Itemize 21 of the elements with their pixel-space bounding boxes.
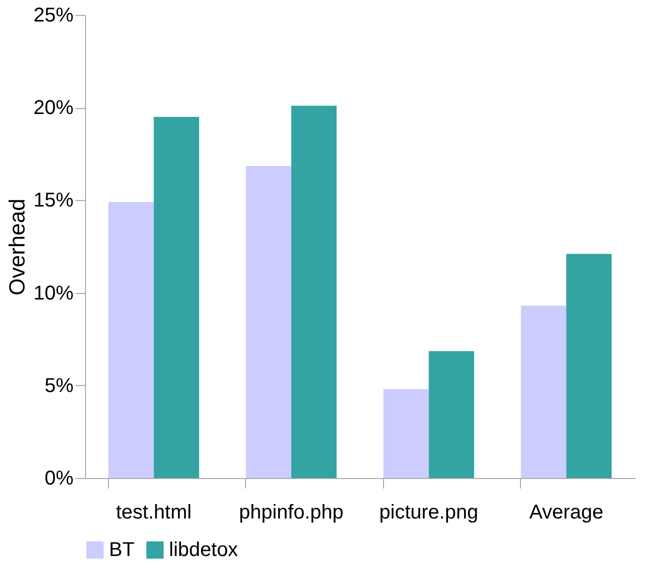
y-tick-label: 15% bbox=[33, 190, 74, 212]
bar bbox=[520, 306, 566, 478]
y-tick-label: 10% bbox=[33, 282, 74, 304]
bar bbox=[108, 202, 154, 478]
y-tick-label: 20% bbox=[33, 97, 74, 120]
legend-label: BT bbox=[109, 539, 135, 561]
bar bbox=[291, 106, 337, 478]
y-tick-label: 0% bbox=[44, 468, 74, 490]
bar bbox=[246, 166, 292, 478]
bar bbox=[383, 389, 429, 478]
x-tick-label: picture.png bbox=[379, 502, 478, 524]
x-tick-label: phpinfo.php bbox=[238, 502, 344, 524]
bar bbox=[428, 351, 474, 478]
y-axis-title: Overhead bbox=[4, 198, 30, 296]
bar bbox=[566, 254, 612, 478]
bar bbox=[154, 116, 200, 478]
x-tick-label: Average bbox=[529, 502, 604, 524]
y-tick-label: 5% bbox=[44, 374, 74, 397]
legend-label: libdetox bbox=[169, 539, 238, 561]
y-tick-label: 25% bbox=[33, 4, 74, 26]
x-tick-label: test.html bbox=[116, 502, 192, 524]
